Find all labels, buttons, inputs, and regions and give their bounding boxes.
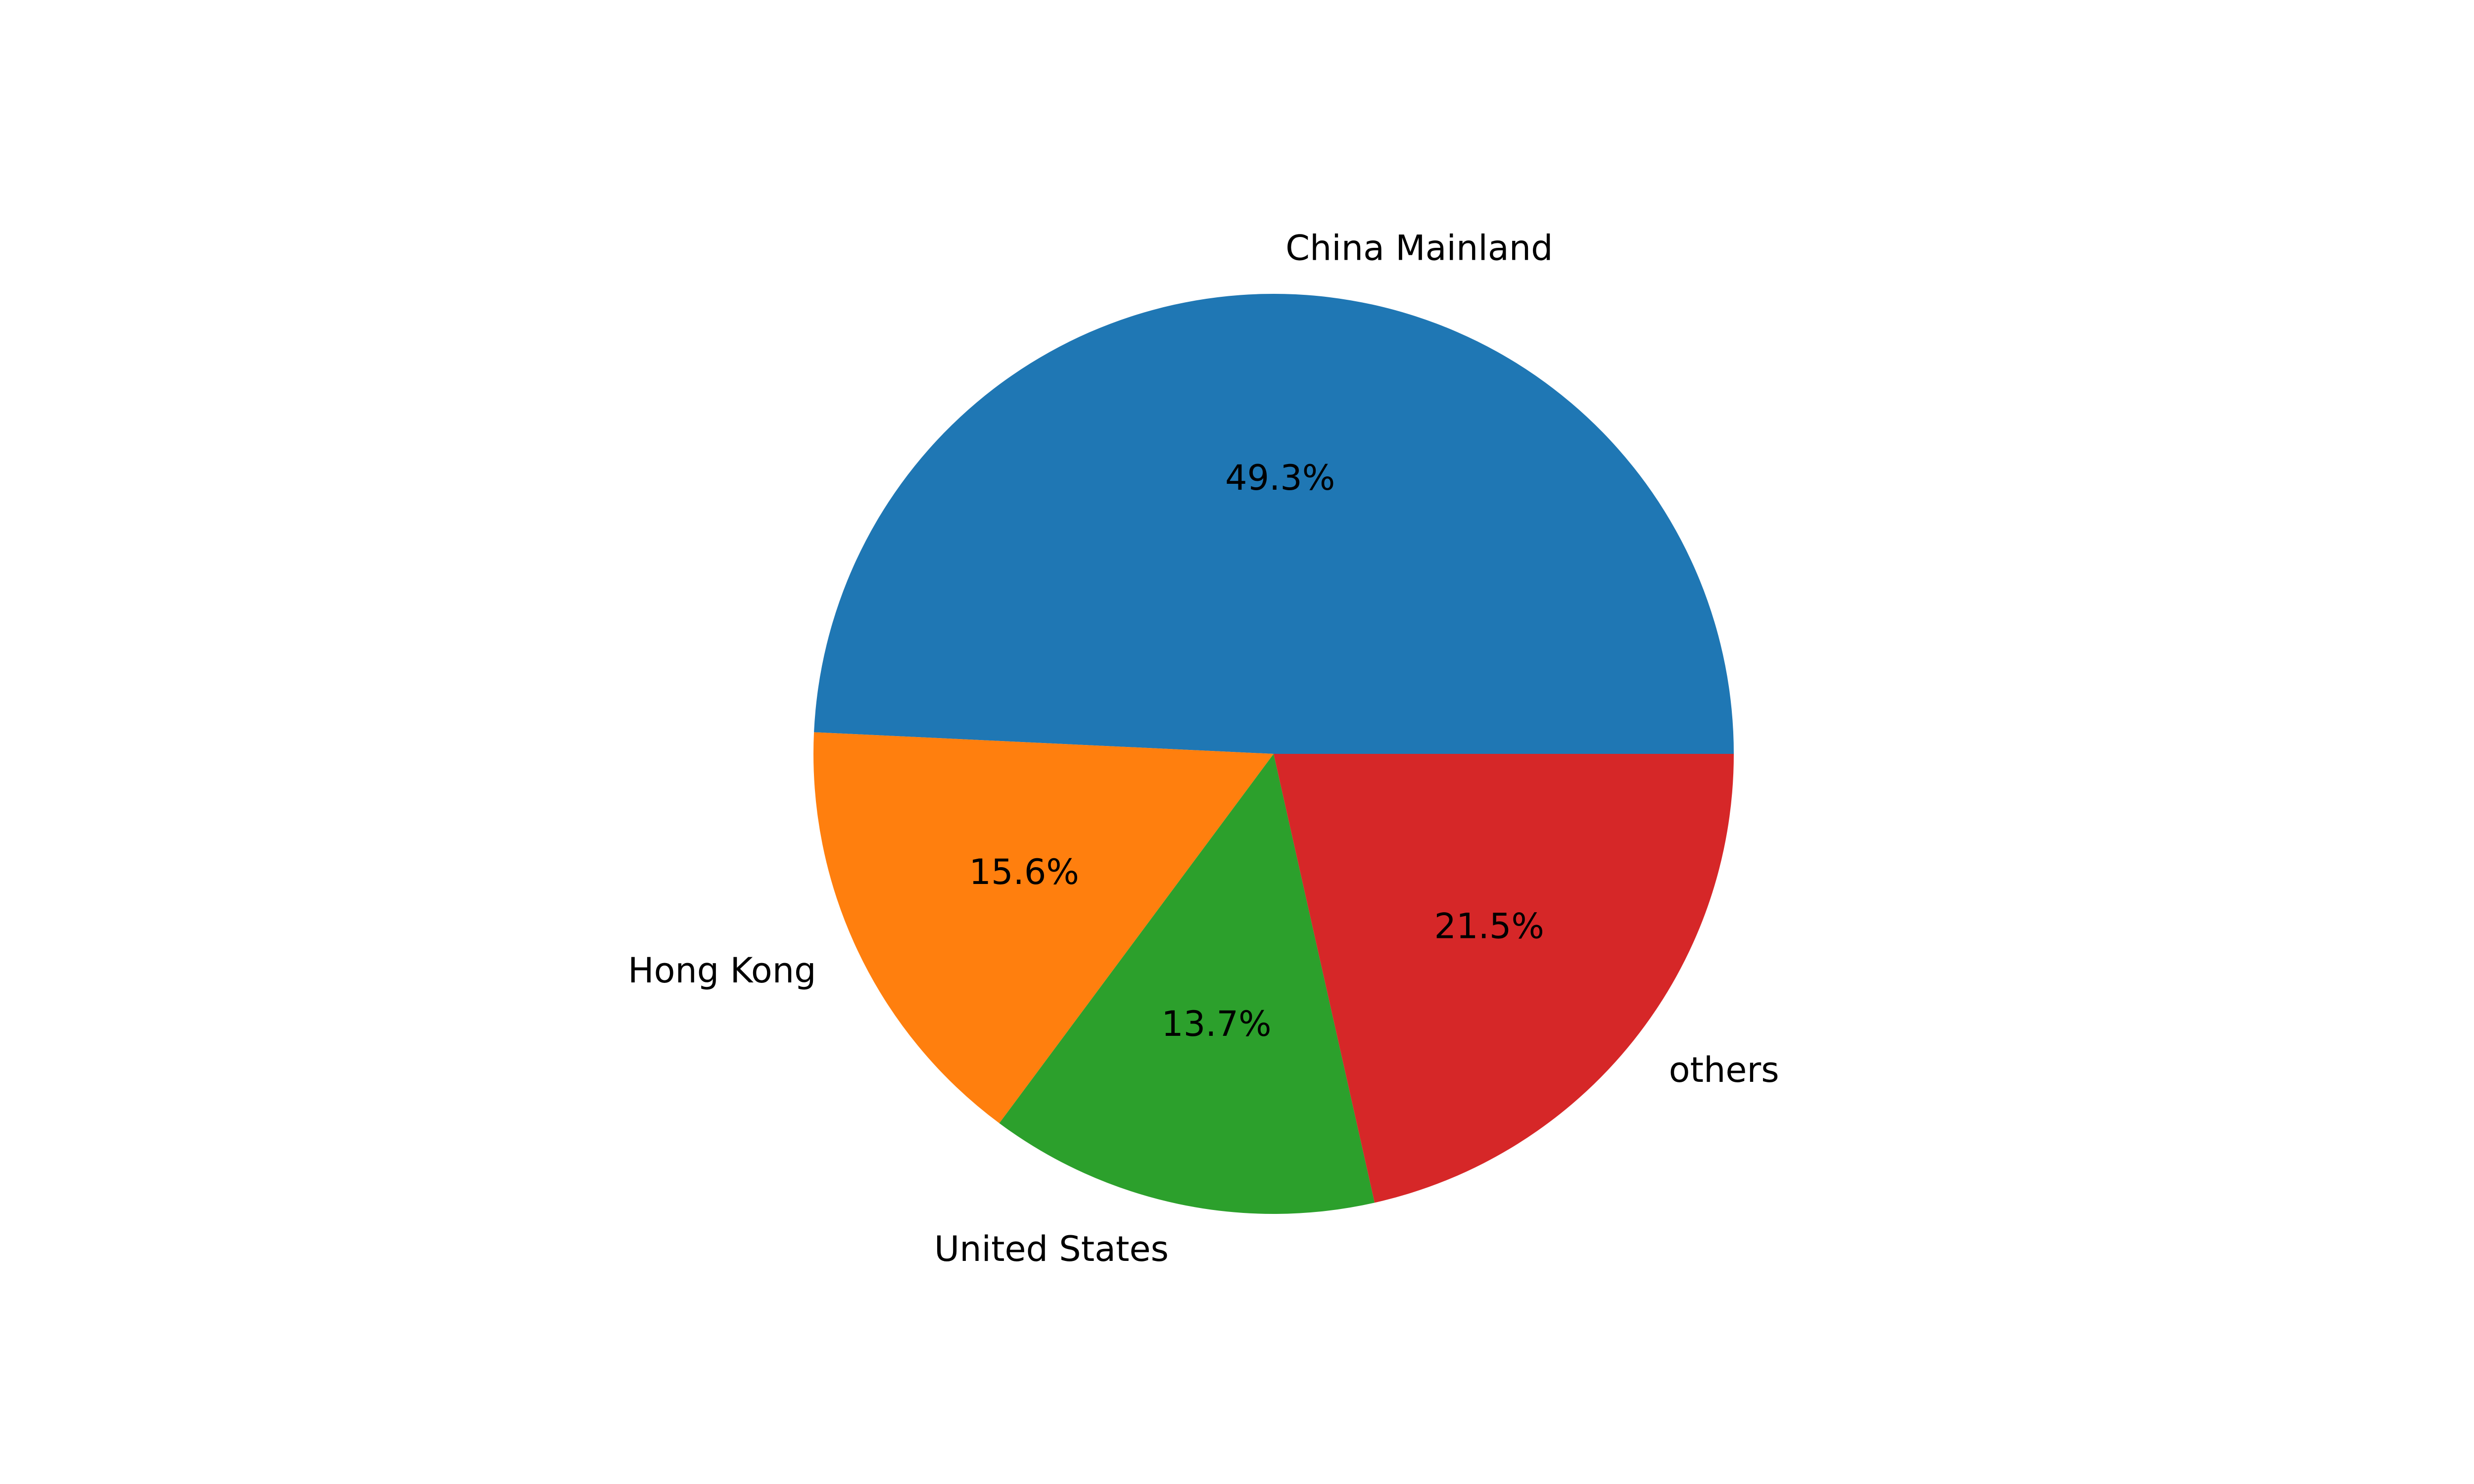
slice-label-united-states: United States [934,1229,1169,1269]
slice-label-hong-kong: Hong Kong [628,950,816,991]
pct-label-united-states: 13.7% [1161,1004,1271,1044]
slice-label-others: others [1669,1050,1779,1090]
pct-label-hong-kong: 15.6% [969,852,1079,892]
pie-slice-hong-kong [813,732,1274,1123]
pie-slice-others [1274,754,1734,1203]
pie-slice-china-mainland [814,294,1734,754]
slice-label-china-mainland: China Mainland [1285,228,1553,268]
pct-label-china-mainland: 49.3% [1225,458,1335,498]
pie-slice-united-states [999,754,1375,1214]
pct-label-others: 21.5% [1434,906,1544,947]
